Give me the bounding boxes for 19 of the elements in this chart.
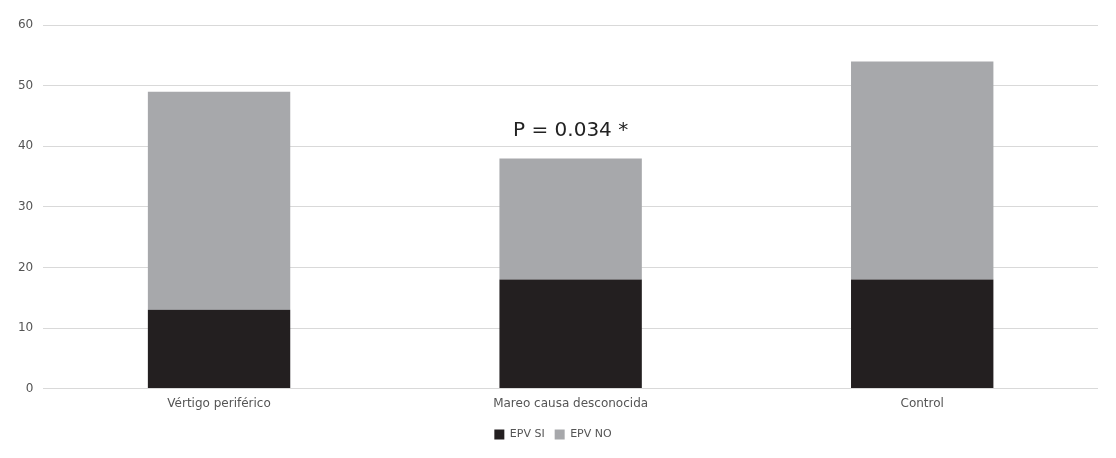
y-tick-label: 20 (17, 259, 34, 274)
x-tick-label: Vértigo periférico (167, 395, 271, 410)
bar (147, 91, 291, 310)
y-tick-label: 10 (17, 320, 34, 335)
y-tick-label: 40 (17, 138, 34, 153)
y-tick-label: 60 (17, 17, 34, 32)
y-tick-label: 50 (17, 77, 34, 92)
legend-label: EPV SI (509, 427, 545, 441)
x-tick-label: Control (900, 395, 944, 410)
bar (851, 61, 994, 280)
bar (499, 279, 642, 389)
bar (851, 279, 994, 389)
bar (147, 309, 291, 389)
y-tick-label: 0 (25, 380, 34, 395)
annotation: P = 0.034 * (513, 116, 629, 141)
bar (499, 158, 642, 280)
y-tick-label: 30 (17, 199, 34, 214)
x-tick-label: Mareo causa desconocida (493, 395, 649, 410)
legend-label: EPV NO (570, 427, 612, 441)
